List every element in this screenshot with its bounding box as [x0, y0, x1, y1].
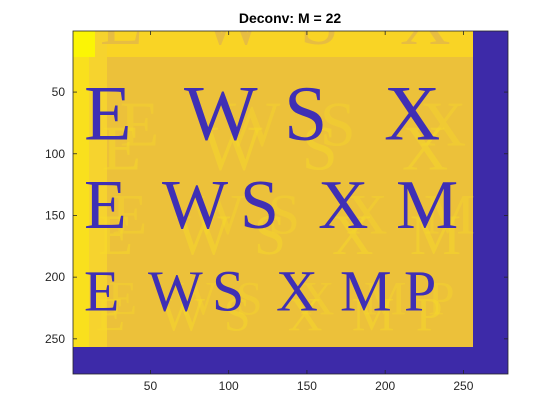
chart-title: Deconv: M = 22: [239, 10, 342, 26]
ghost-letter: X: [332, 204, 373, 267]
letter-p: P: [404, 258, 436, 323]
top-band: [73, 31, 473, 57]
letter-e: E: [84, 167, 127, 244]
ghost-top-letter: E: [100, 0, 143, 60]
left-bright-strip: [73, 31, 89, 347]
yellow-region: [73, 31, 473, 347]
ghost-letter: M: [410, 204, 461, 267]
ghost-letter: W: [220, 89, 281, 160]
ghost-letter: S: [254, 204, 286, 267]
ghost-letter: S: [320, 89, 356, 160]
axes-box: [72, 30, 509, 375]
ghost-top-letter: S: [300, 0, 339, 60]
ghost-letter: E: [108, 273, 137, 325]
y-tick-label: 250: [45, 332, 65, 346]
ghost-letter: E: [112, 183, 147, 246]
ghost-letter: S: [268, 183, 300, 246]
ghost-letter: E: [96, 289, 125, 341]
letter-e: E: [84, 70, 132, 157]
x-tick-label: 100: [219, 379, 239, 393]
letter-s: S: [240, 167, 279, 244]
ghost-letter: E: [102, 113, 141, 184]
letter-e: E: [84, 258, 119, 323]
y-tick-label: 50: [52, 85, 66, 99]
ghost-letter: M: [364, 273, 406, 325]
ghost-letter: X: [402, 113, 448, 184]
ghost-letter: W: [190, 183, 245, 246]
ghost-letter: S: [224, 289, 250, 341]
x-tick-label: 200: [375, 379, 395, 393]
ghost-letter: X: [420, 89, 466, 160]
ghost-letter: X: [346, 183, 387, 246]
letter-w: W: [148, 258, 203, 323]
letter-w: W: [162, 167, 228, 244]
y-tick-label: 150: [45, 208, 65, 222]
y-tick-label: 100: [45, 147, 65, 161]
ghost-letter: P: [416, 289, 442, 341]
ghost-letter: P: [428, 273, 454, 325]
ghost-letter: E: [98, 204, 133, 267]
corner-bright: [73, 31, 95, 57]
ghost-letter: W: [160, 289, 205, 341]
ghost-letter: E: [120, 89, 159, 160]
letter-s: S: [284, 70, 327, 157]
ghost-letter: X: [288, 289, 322, 341]
axis-ticks: 50 100 150 200 250 50 100 150 200 250: [45, 31, 508, 393]
letter-x: X: [384, 70, 440, 157]
letter-m: M: [340, 258, 392, 323]
letter-w: W: [184, 70, 258, 157]
ghost-letter: S: [302, 113, 338, 184]
y-tick-label: 200: [45, 270, 65, 284]
ghost-top-letter: X: [400, 0, 451, 60]
ghost-letter: W: [172, 273, 217, 325]
x-tick-label: 250: [453, 379, 473, 393]
letter-m: M: [396, 167, 458, 244]
letter-x: X: [318, 167, 369, 244]
ghost-letter: X: [300, 273, 334, 325]
ghost-letter: W: [202, 113, 263, 184]
ghost-letter: M: [424, 183, 475, 246]
ghost-letter: W: [176, 204, 231, 267]
x-tick-label: 50: [144, 379, 158, 393]
x-tick-label: 150: [297, 379, 317, 393]
letter-s: S: [212, 258, 244, 323]
letter-rows: EE WW SS XXE W S XEE WW SS XX MME W S X MEE WW SS XX MM PPE…: [84, 70, 475, 342]
letter-x: X: [276, 258, 318, 323]
ghost-letter: S: [236, 273, 262, 325]
ghost-letter: M: [352, 289, 394, 341]
ghost-top-letter: W: [200, 0, 266, 60]
